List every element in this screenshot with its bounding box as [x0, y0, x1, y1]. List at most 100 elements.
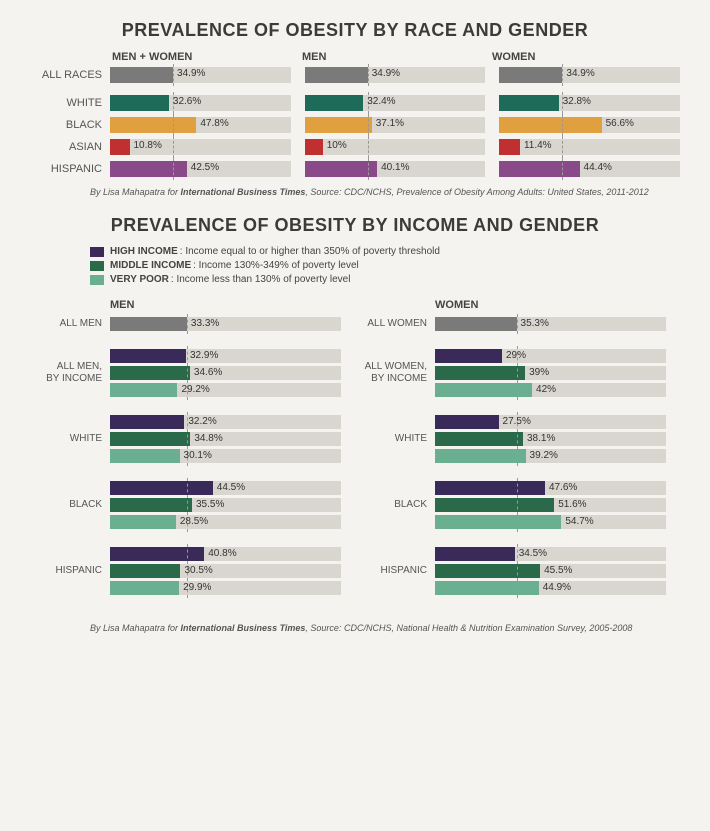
bar-value: 29.2%: [181, 384, 209, 395]
ref-line: [517, 578, 518, 598]
bar-cell: 54.7%: [435, 515, 666, 529]
bar-fill: [110, 139, 130, 155]
chart1-row: ALL RACES34.9%34.9%34.9%: [30, 67, 680, 83]
legend-desc: : Income less than 130% of poverty level: [171, 274, 351, 285]
bar-value: 37.1%: [376, 118, 404, 129]
chart1-row: BLACK 47.8% 37.1% 56.6%: [30, 117, 680, 133]
bar-cell: 38.1%: [435, 432, 666, 446]
ref-line: [368, 136, 369, 158]
bar-fill: [110, 449, 180, 463]
bar-value: 11.4%: [524, 140, 552, 151]
inc-block: WHITE32.2%34.8%30.1%: [30, 415, 355, 463]
bar-value: 34.9%: [372, 68, 400, 79]
bar-value: 47.8%: [200, 118, 228, 129]
bar-fill: [435, 498, 554, 512]
bar-value: 42.5%: [191, 162, 219, 173]
bar-fill: [110, 432, 190, 446]
bar-fill: [435, 547, 515, 561]
bar-fill: [435, 564, 540, 578]
chart2-title: PREVALENCE OF OBESITY BY INCOME AND GEND…: [30, 215, 680, 236]
bar-cell: 39%: [435, 366, 666, 380]
credit-pub: International Business Times: [181, 623, 306, 633]
chart2-col-women: WOMEN ALL WOMEN 35.3% ALL WOMEN,BY INCOME 2…: [355, 299, 680, 613]
bar-fill: [305, 117, 372, 133]
chart2-columns: MEN ALL MEN33.3%ALL MEN,BY INCOME32.9%34…: [30, 299, 680, 613]
chart2-col-men: MEN ALL MEN33.3%ALL MEN,BY INCOME32.9%34…: [30, 299, 355, 613]
chart1-row: ASIAN10.8%10%11.4%: [30, 139, 680, 155]
col-head: MEN + WOMEN: [110, 51, 300, 63]
bar-cell: 39.2%: [435, 449, 666, 463]
ref-line: [562, 64, 563, 86]
chart1-title: PREVALENCE OF OBESITY BY RACE AND GENDER: [30, 20, 680, 41]
bar-value: 30.1%: [184, 450, 212, 461]
bar-value: 40.1%: [381, 162, 409, 173]
bar-value: 28.5%: [180, 516, 208, 527]
bar-cell: 34.9%: [305, 67, 486, 83]
ref-line: [368, 64, 369, 86]
bar-cell: 11.4%: [499, 139, 680, 155]
chart2-credit: By Lisa Mahapatra for International Busi…: [90, 623, 680, 633]
legend-swatch: [90, 275, 104, 285]
bar-value: 32.2%: [188, 416, 216, 427]
bar-cell: 32.2%: [110, 415, 341, 429]
ref-line: [187, 314, 188, 334]
bar-fill: [499, 161, 579, 177]
group-label: ALL WOMEN,BY INCOME: [355, 361, 435, 385]
col-title-women: WOMEN: [435, 299, 680, 311]
bar-cell: 47.8%: [110, 117, 291, 133]
group-label: HISPANIC: [355, 565, 435, 577]
chart1-credit: By Lisa Mahapatra for International Busi…: [90, 187, 680, 197]
bar-fill: [110, 581, 179, 595]
group-label: WHITE: [355, 433, 435, 445]
bar-value: 32.8%: [563, 96, 591, 107]
inc-block: BLACK44.5%35.5%28.5%: [30, 481, 355, 529]
bar-value: 29%: [506, 350, 526, 361]
bar-fill: [110, 67, 173, 83]
bar-cell: 32.6%: [110, 95, 291, 111]
bar-cell: 40.8%: [110, 547, 341, 561]
bar-value: 39%: [529, 367, 549, 378]
ref-line: [562, 114, 563, 136]
inc-block: WHITE27.5% 38.1% 39.2%: [355, 415, 680, 463]
bar-fill: [305, 67, 368, 83]
row-label: WHITE: [30, 97, 110, 109]
chart2-legend: HIGH INCOME: Income equal to or higher t…: [90, 246, 680, 285]
bar-fill: [435, 415, 499, 429]
bar-fill: [435, 349, 502, 363]
legend-swatch: [90, 261, 104, 271]
legend-row: MIDDLE INCOME: Income 130%-349% of pover…: [90, 260, 680, 271]
group-label: ALL MEN: [30, 318, 110, 330]
bar-value: 44.9%: [543, 582, 571, 593]
legend-desc: : Income 130%-349% of poverty level: [193, 260, 359, 271]
bar-fill: [110, 383, 177, 397]
inc-block: ALL WOMEN,BY INCOME29%39%42%: [355, 349, 680, 397]
bar-cell: 34.9%: [499, 67, 680, 83]
ref-line: [368, 114, 369, 136]
bar-value: 47.6%: [549, 482, 577, 493]
bar-cell: 47.6%: [435, 481, 666, 495]
row-label: BLACK: [30, 119, 110, 131]
bar-cell: 56.6%: [499, 117, 680, 133]
bar-cell: 32.4%: [305, 95, 486, 111]
bar-value: 34.6%: [194, 367, 222, 378]
ref-line: [173, 136, 174, 158]
bar-cell: 27.5%: [435, 415, 666, 429]
ref-line: [562, 158, 563, 180]
bar-fill: [435, 515, 561, 529]
bar-value: 35.5%: [196, 499, 224, 510]
group-label: BLACK: [355, 499, 435, 511]
group-label: ALL WOMEN: [355, 318, 435, 330]
legend-row: HIGH INCOME: Income equal to or higher t…: [90, 246, 680, 257]
ref-line: [517, 380, 518, 400]
ref-line: [173, 64, 174, 86]
bar-value: 34.5%: [519, 548, 547, 559]
inc-block-overall: ALL MEN33.3%: [30, 317, 355, 331]
bar-fill: [110, 498, 192, 512]
bar-value: 39.2%: [530, 450, 558, 461]
ref-line: [517, 512, 518, 532]
bar-cell: 44.4%: [499, 161, 680, 177]
bar-cell: 28.5%: [110, 515, 341, 529]
bar-cell: 29%: [435, 349, 666, 363]
bar-value: 35.3%: [521, 318, 549, 329]
legend-label: HIGH INCOME: [110, 246, 178, 257]
